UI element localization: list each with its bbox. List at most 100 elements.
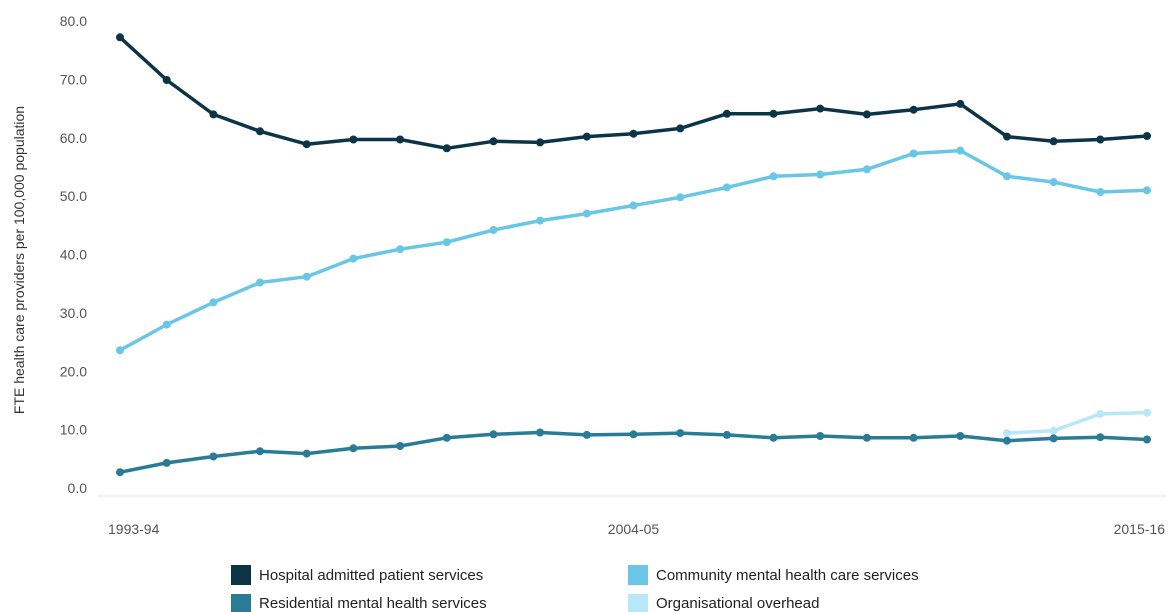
data-point-organisational-overhead[interactable] xyxy=(1143,408,1151,417)
series-line-community-mental-health-care-services xyxy=(118,148,1149,352)
data-point-community-mental-health-care-services[interactable] xyxy=(909,149,918,158)
legend-item-overhead[interactable]: Organisational overhead xyxy=(628,594,819,612)
data-point-hospital-admitted-patient-services[interactable] xyxy=(862,110,871,119)
data-point-community-mental-health-care-services[interactable] xyxy=(769,172,778,181)
data-point-hospital-admitted-patient-services[interactable] xyxy=(116,33,124,42)
data-point-community-mental-health-care-services[interactable] xyxy=(582,209,591,218)
series-organisational-overhead xyxy=(1003,408,1151,438)
data-point-residential-mental-health-services[interactable] xyxy=(909,433,918,442)
data-point-community-mental-health-care-services[interactable] xyxy=(302,272,311,281)
y-axis-ticks: 0.0 10.0 20.0 30.0 40.0 50.0 60.0 70.0 80.0 xyxy=(60,13,87,496)
legend-item-residential[interactable]: Residential mental health services xyxy=(231,594,487,612)
x-tick-label: 1993-94 xyxy=(108,521,160,537)
data-point-residential-mental-health-services[interactable] xyxy=(722,430,731,439)
data-point-residential-mental-health-services[interactable] xyxy=(442,433,451,442)
data-point-hospital-admitted-patient-services[interactable] xyxy=(629,129,638,138)
legend-item-hospital[interactable]: Hospital admitted patient services xyxy=(231,565,483,585)
data-point-hospital-admitted-patient-services[interactable] xyxy=(489,137,498,146)
data-point-residential-mental-health-services[interactable] xyxy=(349,444,358,453)
series-layer xyxy=(116,33,1151,477)
legend-swatch-residential xyxy=(231,594,251,612)
x-axis-ticks: 1993-94 2004-05 2015-16 xyxy=(108,521,1165,537)
data-point-hospital-admitted-patient-services[interactable] xyxy=(1003,132,1011,141)
data-point-hospital-admitted-patient-services[interactable] xyxy=(676,124,685,133)
data-point-hospital-admitted-patient-services[interactable] xyxy=(1096,135,1105,144)
data-point-community-mental-health-care-services[interactable] xyxy=(816,170,825,179)
data-point-residential-mental-health-services[interactable] xyxy=(396,442,405,450)
data-point-hospital-admitted-patient-services[interactable] xyxy=(442,144,451,153)
data-point-hospital-admitted-patient-services[interactable] xyxy=(769,109,778,118)
data-point-community-mental-health-care-services[interactable] xyxy=(349,254,358,263)
legend-swatch-hospital xyxy=(231,565,251,585)
series-residential-mental-health-services xyxy=(116,428,1151,477)
data-point-community-mental-health-care-services[interactable] xyxy=(862,165,871,174)
data-point-residential-mental-health-services[interactable] xyxy=(629,430,638,439)
legend-label-overhead: Organisational overhead xyxy=(656,595,819,612)
data-point-hospital-admitted-patient-services[interactable] xyxy=(396,135,405,144)
legend-label-residential: Residential mental health services xyxy=(259,595,487,612)
data-point-community-mental-health-care-services[interactable] xyxy=(1049,178,1058,187)
data-point-residential-mental-health-services[interactable] xyxy=(1143,435,1151,444)
data-point-residential-mental-health-services[interactable] xyxy=(489,430,498,439)
data-point-community-mental-health-care-services[interactable] xyxy=(1096,188,1105,196)
data-point-residential-mental-health-services[interactable] xyxy=(582,430,591,439)
data-point-community-mental-health-care-services[interactable] xyxy=(722,183,731,192)
legend-swatch-community xyxy=(628,565,648,585)
data-point-community-mental-health-care-services[interactable] xyxy=(209,298,218,307)
data-point-residential-mental-health-services[interactable] xyxy=(116,468,124,477)
data-point-organisational-overhead[interactable] xyxy=(1049,426,1058,435)
data-point-residential-mental-health-services[interactable] xyxy=(162,458,171,467)
data-point-community-mental-health-care-services[interactable] xyxy=(116,346,124,355)
data-point-residential-mental-health-services[interactable] xyxy=(1049,434,1058,443)
data-point-community-mental-health-care-services[interactable] xyxy=(489,226,498,234)
data-point-community-mental-health-care-services[interactable] xyxy=(442,238,451,247)
y-tick-label: 60.0 xyxy=(60,130,87,146)
data-point-organisational-overhead[interactable] xyxy=(1003,429,1011,438)
y-tick-label: 50.0 xyxy=(60,188,87,204)
data-point-hospital-admitted-patient-services[interactable] xyxy=(209,110,218,119)
legend-label-hospital: Hospital admitted patient services xyxy=(259,567,483,584)
data-point-hospital-admitted-patient-services[interactable] xyxy=(256,127,264,136)
legend-item-community[interactable]: Community mental health care services xyxy=(628,565,919,585)
data-point-hospital-admitted-patient-services[interactable] xyxy=(909,105,918,114)
data-point-hospital-admitted-patient-services[interactable] xyxy=(956,99,965,108)
data-point-community-mental-health-care-services[interactable] xyxy=(676,193,685,202)
series-hospital-admitted-patient-services xyxy=(116,33,1151,153)
series-line-residential-mental-health-services xyxy=(118,430,1149,474)
y-tick-label: 20.0 xyxy=(60,363,87,379)
data-point-hospital-admitted-patient-services[interactable] xyxy=(582,132,591,141)
data-point-residential-mental-health-services[interactable] xyxy=(209,452,218,461)
data-point-community-mental-health-care-services[interactable] xyxy=(162,320,171,329)
data-point-residential-mental-health-services[interactable] xyxy=(956,432,965,440)
data-point-community-mental-health-care-services[interactable] xyxy=(536,216,545,225)
y-tick-label: 30.0 xyxy=(60,305,87,321)
data-point-hospital-admitted-patient-services[interactable] xyxy=(722,109,731,118)
data-point-residential-mental-health-services[interactable] xyxy=(256,447,264,456)
data-point-community-mental-health-care-services[interactable] xyxy=(256,278,264,287)
series-community-mental-health-care-services xyxy=(116,146,1151,355)
data-point-residential-mental-health-services[interactable] xyxy=(816,432,825,440)
data-point-community-mental-health-care-services[interactable] xyxy=(1143,186,1151,195)
data-point-community-mental-health-care-services[interactable] xyxy=(396,245,405,254)
data-point-organisational-overhead[interactable] xyxy=(1096,409,1105,418)
y-axis-label: FTE health care providers per 100,000 po… xyxy=(11,106,27,414)
data-point-hospital-admitted-patient-services[interactable] xyxy=(1143,132,1151,140)
data-point-hospital-admitted-patient-services[interactable] xyxy=(302,140,311,149)
data-point-community-mental-health-care-services[interactable] xyxy=(1003,172,1011,181)
y-tick-label: 10.0 xyxy=(60,422,87,438)
data-point-community-mental-health-care-services[interactable] xyxy=(629,201,638,210)
data-point-residential-mental-health-services[interactable] xyxy=(1096,433,1105,442)
data-point-residential-mental-health-services[interactable] xyxy=(676,429,685,438)
data-point-residential-mental-health-services[interactable] xyxy=(1003,436,1011,445)
data-point-hospital-admitted-patient-services[interactable] xyxy=(816,104,825,113)
data-point-residential-mental-health-services[interactable] xyxy=(862,433,871,442)
data-point-community-mental-health-care-services[interactable] xyxy=(956,146,965,155)
data-point-hospital-admitted-patient-services[interactable] xyxy=(162,76,171,84)
data-point-hospital-admitted-patient-services[interactable] xyxy=(349,135,358,144)
data-point-hospital-admitted-patient-services[interactable] xyxy=(1049,137,1058,146)
data-point-residential-mental-health-services[interactable] xyxy=(536,428,545,437)
data-point-hospital-admitted-patient-services[interactable] xyxy=(536,138,545,147)
data-point-residential-mental-health-services[interactable] xyxy=(302,449,311,458)
y-tick-label: 70.0 xyxy=(60,71,87,87)
data-point-residential-mental-health-services[interactable] xyxy=(769,433,778,442)
